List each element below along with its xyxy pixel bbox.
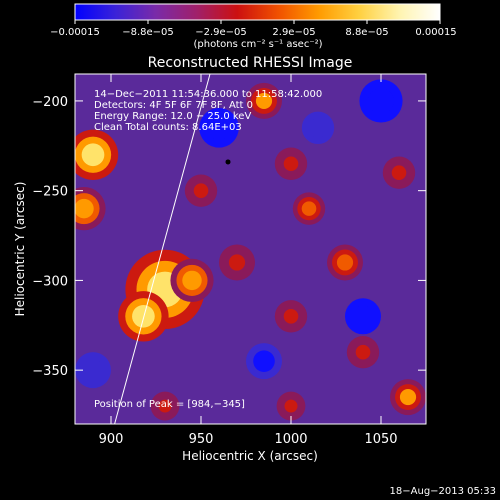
colorbar-tick-0: −0.00015 [50, 27, 100, 38]
heatmap-blob-5-2 [228, 254, 246, 271]
plot-area [75, 74, 426, 424]
annotation-detectors: Detectors: 4F 5F 6F 7F 8F, Att 0 [94, 100, 253, 111]
annotation-time: 14−Dec−2011 11:54:36.000 to 11:58:42.000 [94, 89, 322, 100]
heatmap-blob-17-1 [368, 87, 394, 114]
heatmap-blob-1-2 [75, 198, 94, 219]
heatmap-blob-6-2 [255, 92, 273, 110]
x-tick-label-900: 900 [99, 432, 124, 447]
heatmap-blob-13-2 [391, 165, 407, 181]
y-axis-label: Heliocentric Y (arcsec) [13, 182, 27, 317]
colorbar-tick-1: −8.8e−05 [122, 27, 174, 38]
heatmap-blob-15-2 [284, 399, 298, 413]
annotation-energy: Energy Range: 12.0 − 25.0 keV [94, 111, 251, 122]
heatmap-blob-21-1 [308, 118, 328, 138]
chart-title: Reconstructed RHESSI Image [148, 55, 353, 71]
y-tick-label-200: −200 [32, 95, 68, 110]
heatmap-blob-9-2 [336, 254, 354, 271]
heatmap-blob-12-2 [399, 388, 417, 406]
axis-ticks [75, 74, 426, 424]
heatmap-blob-7-2 [283, 156, 299, 172]
heatmap-blob-8-2 [301, 201, 317, 216]
x-tick-label-1050: 1050 [364, 432, 397, 447]
heatmap-blob-3-2 [132, 304, 155, 328]
solar-limb-line [114, 74, 211, 424]
heatmap-blob-18-1 [207, 115, 231, 140]
heatmap-blob-11-2 [355, 344, 371, 360]
x-axis-label: Heliocentric X (arcsec) [182, 449, 318, 463]
heatmap-blob-0-2 [81, 143, 105, 167]
heatmap-blob-20-1 [253, 350, 275, 372]
annotation-peak: Position of Peak = [984,−345] [94, 399, 245, 410]
heatmap-blob-4-2 [182, 270, 202, 291]
annotation-clean: Clean Total counts: 8.64E+03 [94, 122, 242, 133]
y-tick-label-300: −300 [32, 274, 68, 289]
y-tick-label-350: −350 [32, 364, 68, 379]
colorbar-tick-5: 0.00015 [415, 27, 456, 38]
plot-frame [74, 73, 427, 425]
heatmap-blob-22-1 [82, 359, 104, 381]
heatmap-blob-19-1 [352, 305, 374, 328]
colorbar-tick-4: 8.8e−05 [345, 27, 388, 38]
x-tick-label-1000: 1000 [274, 432, 307, 447]
colorbar [74, 3, 441, 21]
x-tick-label-950: 950 [189, 432, 214, 447]
heatmap-blobs [75, 79, 426, 421]
peak-marker [225, 159, 231, 165]
colorbar-tick-3: 2.9e−05 [272, 27, 315, 38]
colorbar-tick-2: −2.9e−05 [195, 27, 247, 38]
footer-timestamp: 18−Aug−2013 05:33 [390, 486, 496, 497]
heatmap-blob-16-2 [158, 399, 172, 413]
heatmap-blob-10-2 [283, 309, 299, 324]
colorbar-unit-label: (photons cm⁻² s⁻¹ asec⁻²) [193, 39, 322, 50]
heatmap-blob-14-2 [193, 183, 209, 198]
colorbar-ticks [74, 20, 441, 24]
y-tick-label-250: −250 [32, 185, 68, 200]
